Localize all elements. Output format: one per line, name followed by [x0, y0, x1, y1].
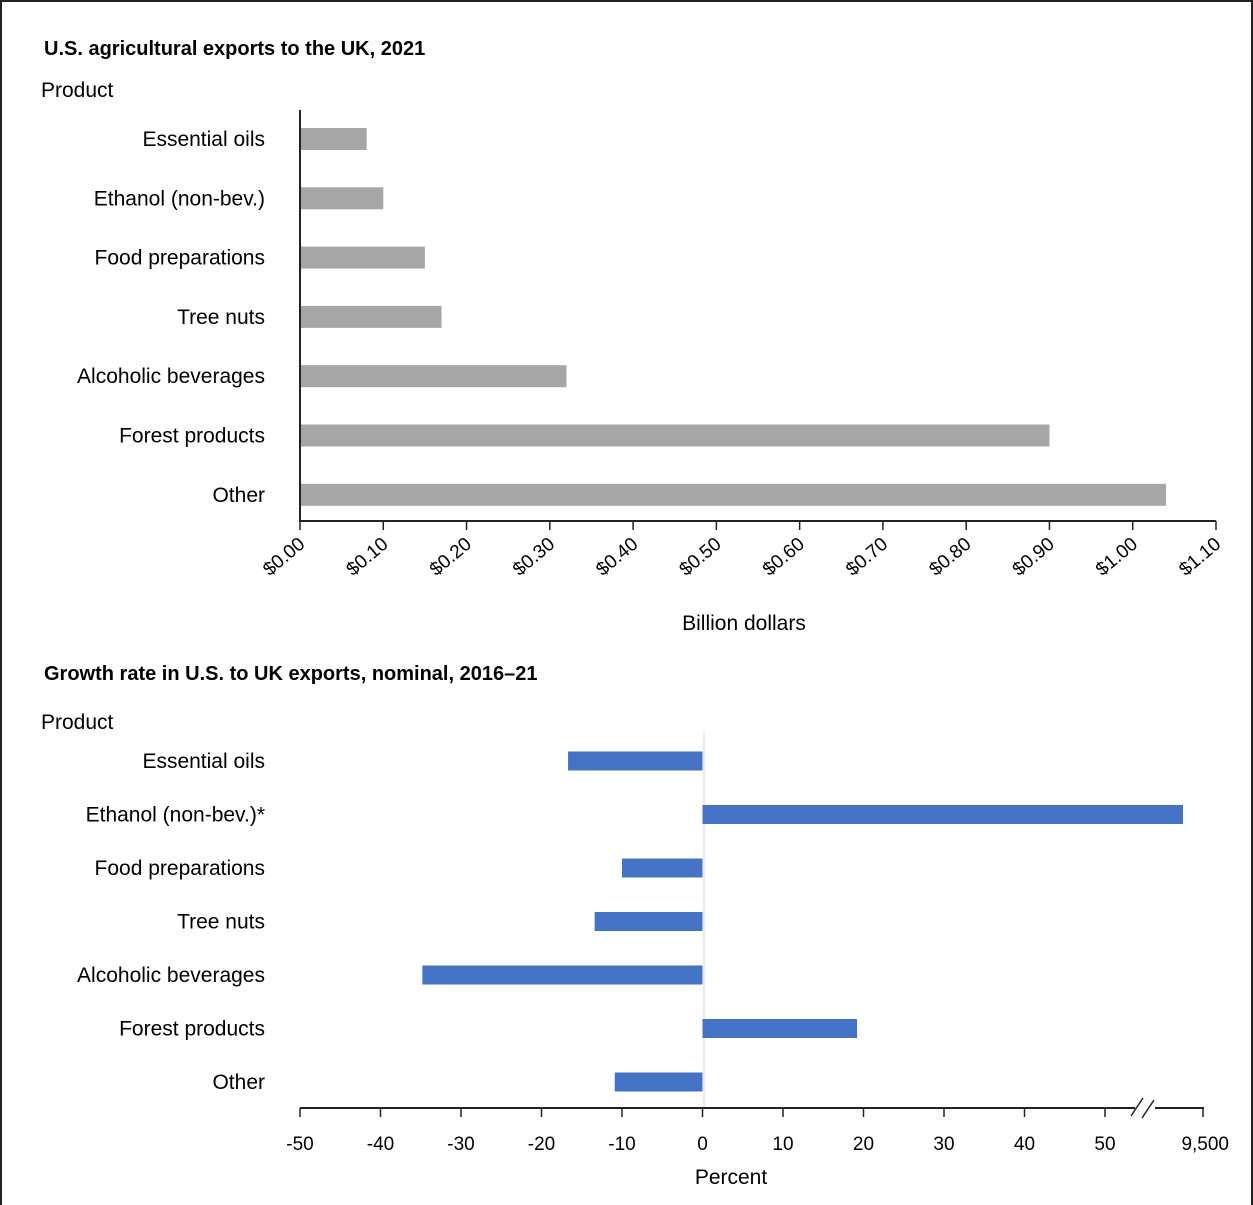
category-label-food-preparations: Food preparations — [95, 857, 265, 880]
x-tick-label: -50 — [286, 1134, 313, 1155]
bar-ethanol-non-bev — [702, 805, 1183, 824]
x-tick-label: $0.30 — [509, 534, 559, 581]
category-label-forest-products: Forest products — [119, 425, 265, 448]
x-tick-label: $1.10 — [1175, 534, 1225, 581]
x-tick-label: -40 — [367, 1134, 394, 1155]
x-tick-label: $0.10 — [343, 534, 393, 581]
chart-exports-2021: U.S. agricultural exports to the UK, 202… — [41, 38, 1225, 635]
x-tick-label: 0 — [697, 1134, 708, 1155]
bar-tree-nuts — [300, 305, 442, 328]
x-tick-label: $0.80 — [925, 534, 975, 581]
x-tick-label: $0.00 — [259, 534, 309, 581]
x-tick-label: 20 — [853, 1134, 874, 1155]
chart2-x-axis-title: Percent — [695, 1166, 768, 1189]
bar-forest-products — [702, 1019, 858, 1038]
chart2-axis-break — [1130, 1097, 1155, 1119]
bar-essential-oils — [568, 751, 703, 771]
category-label-other: Other — [212, 1071, 265, 1094]
category-label-food-preparations: Food preparations — [95, 247, 265, 270]
category-label-other: Other — [212, 484, 265, 507]
x-tick-label: -10 — [608, 1134, 635, 1155]
category-label-essential-oils: Essential oils — [142, 128, 265, 151]
x-tick-label: 10 — [772, 1134, 793, 1155]
bar-tree-nuts — [594, 912, 703, 931]
chart2-title: Growth rate in U.S. to UK exports, nomin… — [44, 663, 537, 685]
category-label-ethanol-non-bev: Ethanol (non-bev.) — [94, 187, 265, 210]
bar-ethanol-non-bev — [300, 187, 384, 210]
x-tick-label: 50 — [1094, 1134, 1115, 1155]
bar-food-preparations — [622, 858, 703, 878]
x-tick-label: 40 — [1014, 1134, 1035, 1155]
bar-forest-products — [300, 424, 1050, 447]
x-tick-label: $0.60 — [759, 534, 809, 581]
x-tick-label: -30 — [447, 1134, 474, 1155]
x-tick-label: $0.50 — [676, 534, 726, 581]
category-label-essential-oils: Essential oils — [142, 750, 265, 773]
x-tick-label: 9,500 — [1181, 1134, 1229, 1155]
category-label-alcoholic-beverages: Alcoholic beverages — [77, 365, 265, 388]
category-label-forest-products: Forest products — [119, 1018, 265, 1041]
bar-food-preparations — [300, 246, 425, 269]
category-label-alcoholic-beverages: Alcoholic beverages — [77, 964, 265, 987]
chart2-y-axis-title: Product — [41, 711, 114, 734]
bar-other — [614, 1072, 703, 1092]
x-tick-label: $0.70 — [842, 534, 892, 581]
x-tick-label: $1.00 — [1092, 534, 1142, 581]
x-tick-label: $0.90 — [1009, 534, 1059, 581]
chart1-y-axis-title: Product — [41, 79, 114, 102]
category-label-ethanol-non-bev: Ethanol (non-bev.)* — [86, 804, 265, 827]
chart1-x-axis-title: Billion dollars — [682, 612, 806, 635]
bar-alcoholic-beverages — [300, 365, 567, 388]
x-tick-label: 30 — [933, 1134, 954, 1155]
x-tick-label: $0.40 — [592, 534, 642, 581]
category-label-tree-nuts: Tree nuts — [177, 306, 265, 329]
chart-growth-rate: Growth rate in U.S. to UK exports, nomin… — [41, 663, 1229, 1189]
bar-alcoholic-beverages — [422, 965, 703, 985]
bar-other — [300, 483, 1167, 506]
category-label-tree-nuts: Tree nuts — [177, 911, 265, 934]
x-tick-label: -20 — [528, 1134, 555, 1155]
x-tick-label: $0.20 — [426, 534, 476, 581]
bar-essential-oils — [300, 128, 367, 150]
chart1-title: U.S. agricultural exports to the UK, 202… — [44, 38, 425, 60]
